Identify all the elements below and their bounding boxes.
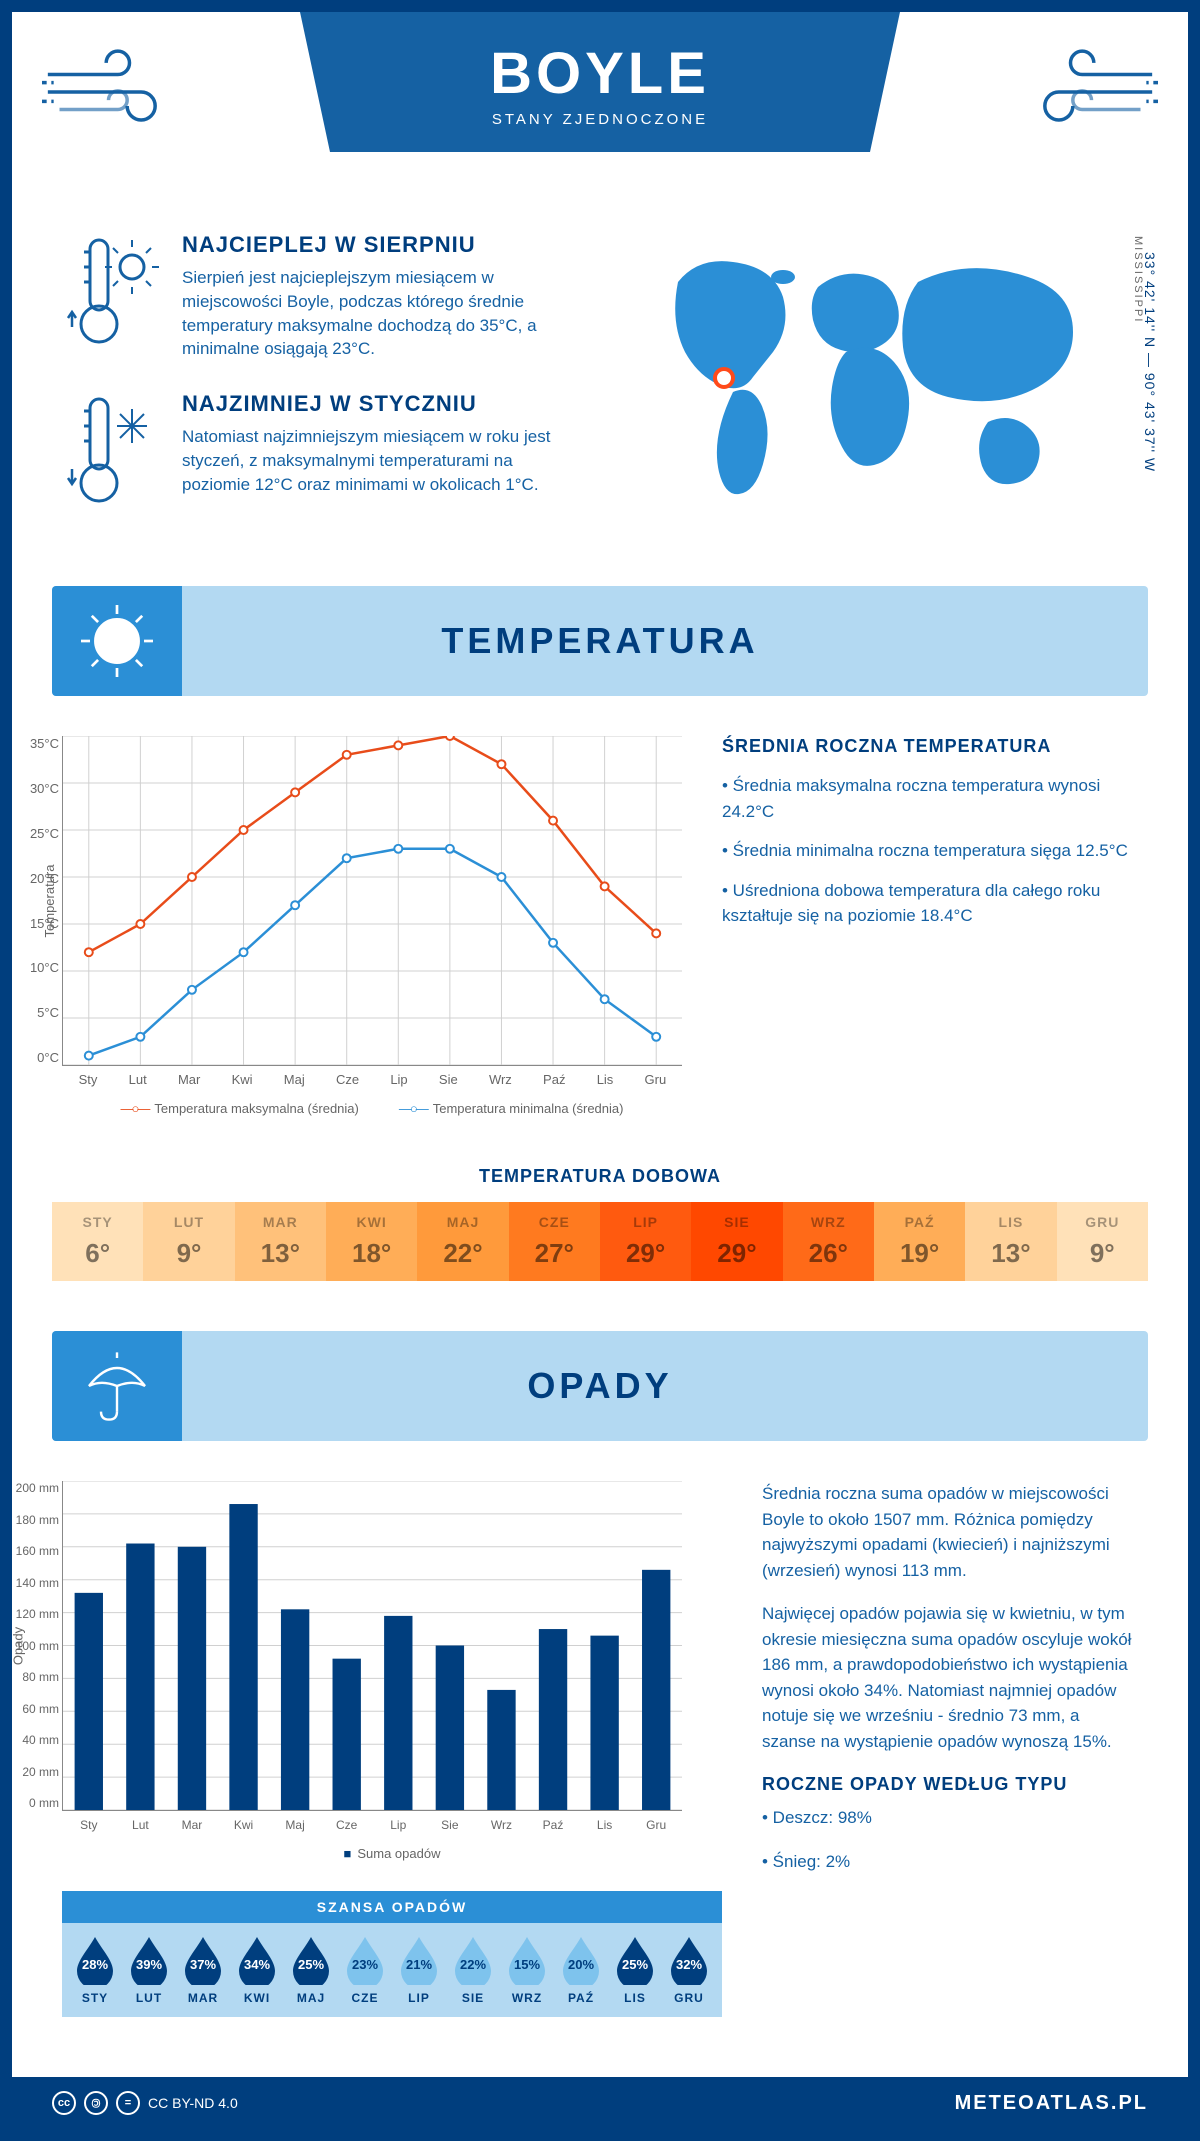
map-pin-icon xyxy=(712,366,736,390)
temperature-summary: ŚREDNIA ROCZNA TEMPERATURA • Średnia mak… xyxy=(722,736,1138,1116)
footer: cc 🄯 = CC BY-ND 4.0 METEOATLAS.PL xyxy=(12,2077,1188,2129)
chance-cell: 25% MAJ xyxy=(284,1935,338,2005)
coldest-text: Natomiast najzimniejszym miesiącem w rok… xyxy=(182,425,578,496)
temperature-section-banner: TEMPERATURA xyxy=(52,586,1148,696)
daily-cell: PAŹ19° xyxy=(874,1202,965,1281)
title-banner: BOYLE STANY ZJEDNOCZONE xyxy=(300,12,900,152)
warmest-text: Sierpień jest najcieplejszym miesiącem w… xyxy=(182,266,578,361)
chance-cell: 32% GRU xyxy=(662,1935,716,2005)
chance-cell: 39% LUT xyxy=(122,1935,176,2005)
precip-paragraph: Średnia roczna suma opadów w miejscowośc… xyxy=(762,1481,1138,1583)
header: BOYLE STANY ZJEDNOCZONE xyxy=(12,12,1188,212)
city-name: BOYLE xyxy=(300,40,900,107)
cc-nd-icon: = xyxy=(116,2091,140,2115)
precip-title: OPADY xyxy=(527,1365,672,1407)
chance-cell: 23% CZE xyxy=(338,1935,392,2005)
temperature-line-chart: Temperatura 0°C5°C10°C15°C20°C25°C30°C35… xyxy=(62,736,682,1116)
precip-legend: Suma opadów xyxy=(62,1846,722,1861)
wind-icon xyxy=(1018,42,1158,142)
precip-summary: Średnia roczna suma opadów w miejscowośc… xyxy=(762,1481,1138,2017)
precip-chance-table: SZANSA OPADÓW 28% STY 39% LUT 37% MAR 34… xyxy=(62,1891,722,2017)
sun-icon xyxy=(52,586,182,696)
warmest-title: NAJCIEPLEJ W SIERPNIU xyxy=(182,232,578,258)
daily-cell: MAJ22° xyxy=(417,1202,508,1281)
daily-cell: GRU9° xyxy=(1057,1202,1148,1281)
chance-cell: 28% STY xyxy=(68,1935,122,2005)
precip-section-banner: OPADY xyxy=(52,1331,1148,1441)
chance-cell: 15% WRZ xyxy=(500,1935,554,2005)
avg-temp-title: ŚREDNIA ROCZNA TEMPERATURA xyxy=(722,736,1138,757)
precip-type-title: ROCZNE OPADY WEDŁUG TYPU xyxy=(762,1774,1138,1795)
warmest-block: NAJCIEPLEJ W SIERPNIU Sierpień jest najc… xyxy=(62,232,578,361)
daily-cell: LIP29° xyxy=(600,1202,691,1281)
chance-cell: 20% PAŹ xyxy=(554,1935,608,2005)
site-name: METEOATLAS.PL xyxy=(955,2092,1148,2115)
daily-cell: STY6° xyxy=(52,1202,143,1281)
daily-cell: LIS13° xyxy=(965,1202,1056,1281)
intro-section: NAJCIEPLEJ W SIERPNIU Sierpień jest najc… xyxy=(12,212,1188,566)
chance-cell: 25% LIS xyxy=(608,1935,662,2005)
thermometer-cold-icon xyxy=(62,391,162,516)
chance-cell: 34% KWI xyxy=(230,1935,284,2005)
daily-cell: MAR13° xyxy=(235,1202,326,1281)
avg-temp-bullet: • Średnia minimalna roczna temperatura s… xyxy=(722,838,1138,864)
cc-icon: cc xyxy=(52,2091,76,2115)
wind-icon xyxy=(42,42,182,142)
license-text: CC BY-ND 4.0 xyxy=(148,2095,238,2111)
chance-cell: 21% LIP xyxy=(392,1935,446,2005)
thermometer-hot-icon xyxy=(62,232,162,361)
daily-cell: SIE29° xyxy=(691,1202,782,1281)
chance-cell: 37% MAR xyxy=(176,1935,230,2005)
umbrella-icon xyxy=(52,1331,182,1441)
daily-cell: KWI18° xyxy=(326,1202,417,1281)
precip-paragraph: Najwięcej opadów pojawia się w kwietniu,… xyxy=(762,1601,1138,1754)
daily-cell: WRZ26° xyxy=(783,1202,874,1281)
daily-temp-title: TEMPERATURA DOBOWA xyxy=(12,1166,1188,1187)
precip-type-bullet: • Deszcz: 98% xyxy=(762,1805,1138,1831)
legend-max: Temperatura maksymalna (średnia) xyxy=(121,1101,359,1116)
world-map xyxy=(618,232,1098,512)
country-name: STANY ZJEDNOCZONE xyxy=(300,111,900,128)
avg-temp-bullet: • Średnia maksymalna roczna temperatura … xyxy=(722,773,1138,824)
legend-min: Temperatura minimalna (średnia) xyxy=(399,1101,624,1116)
cc-by-icon: 🄯 xyxy=(84,2091,108,2115)
daily-cell: LUT9° xyxy=(143,1202,234,1281)
coldest-title: NAJZIMNIEJ W STYCZNIU xyxy=(182,391,578,417)
precip-type-bullet: • Śnieg: 2% xyxy=(762,1849,1138,1875)
precip-bar-chart: Opady 0 mm20 mm40 mm60 mm80 mm100 mm120 … xyxy=(62,1481,722,1861)
chance-title: SZANSA OPADÓW xyxy=(62,1891,722,1923)
chance-cell: 22% SIE xyxy=(446,1935,500,2005)
temperature-title: TEMPERATURA xyxy=(441,620,758,662)
avg-temp-bullet: • Uśredniona dobowa temperatura dla całe… xyxy=(722,878,1138,929)
daily-cell: CZE27° xyxy=(509,1202,600,1281)
coordinates: 33° 42' 14'' N — 90° 43' 37'' W xyxy=(1142,252,1158,472)
coldest-block: NAJZIMNIEJ W STYCZNIU Natomiast najzimni… xyxy=(62,391,578,516)
daily-temp-table: STY6°LUT9°MAR13°KWI18°MAJ22°CZE27°LIP29°… xyxy=(52,1202,1148,1281)
